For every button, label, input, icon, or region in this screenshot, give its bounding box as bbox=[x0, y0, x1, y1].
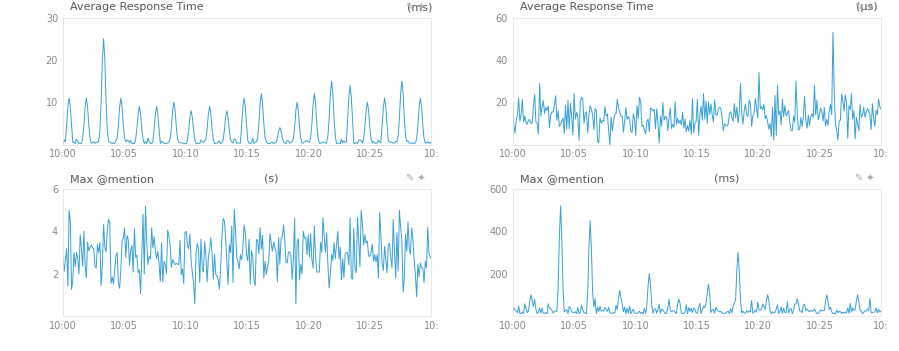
Text: ✎ ✦: ✎ ✦ bbox=[405, 2, 425, 12]
Text: Max @mention: Max @mention bbox=[520, 174, 604, 184]
Text: (μs): (μs) bbox=[857, 2, 878, 12]
Text: Max @mention: Max @mention bbox=[70, 174, 155, 184]
Text: Average Response Time: Average Response Time bbox=[70, 2, 204, 12]
Text: ✎ ✦: ✎ ✦ bbox=[855, 174, 875, 184]
Text: ✎ ✦: ✎ ✦ bbox=[855, 2, 875, 12]
Text: (ms): (ms) bbox=[714, 174, 739, 184]
Text: Average Response Time: Average Response Time bbox=[520, 2, 654, 12]
Text: (ms): (ms) bbox=[406, 2, 432, 12]
Text: (s): (s) bbox=[264, 174, 279, 184]
Text: ✎ ✦: ✎ ✦ bbox=[405, 174, 425, 184]
